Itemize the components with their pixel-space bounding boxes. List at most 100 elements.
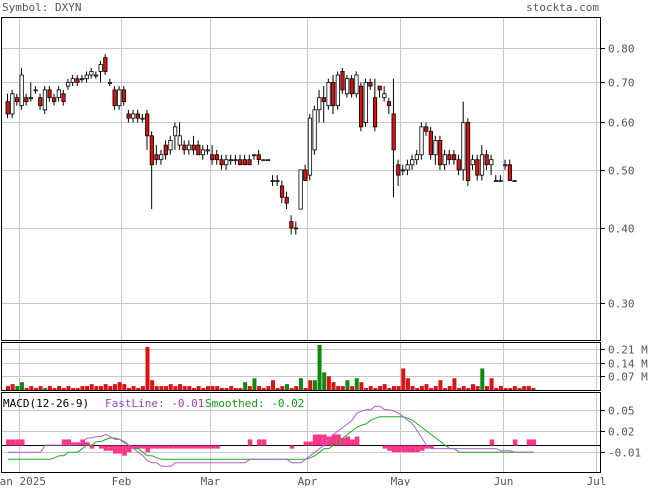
macd-histogram-bar [354, 436, 360, 446]
volume-bar [391, 386, 396, 390]
volume-bar [168, 384, 173, 390]
volume-bar [312, 380, 317, 390]
candle-body [424, 126, 429, 132]
macd-legend-label: MACD(12-26-9) [3, 397, 89, 410]
candle-body [475, 159, 480, 176]
volume-bar [38, 386, 43, 390]
candle-body [177, 135, 182, 146]
macd-histogram-bar [429, 445, 434, 449]
macd-histogram-bar [145, 445, 151, 453]
macd-histogram-bar [80, 439, 85, 446]
volume-bar [471, 384, 475, 390]
volume-bar [326, 376, 331, 390]
volume-bar [438, 380, 443, 390]
macd-histogram-bar [303, 441, 309, 446]
price-tick-label: 0.40 [608, 223, 635, 236]
price-panel-frame [1, 17, 601, 341]
candle-body [410, 159, 415, 166]
macd-histogram-bar [154, 445, 160, 449]
macd-histogram-bar [336, 434, 341, 446]
candle-body [80, 78, 85, 81]
macd-histogram-bar [331, 434, 337, 446]
macd-histogram-bar [257, 439, 262, 446]
x-tick-label: Feb [112, 475, 132, 486]
candle-body [377, 85, 382, 91]
macd-histogram-bar [103, 445, 109, 451]
candle-body [265, 159, 271, 162]
volume-bar [247, 386, 252, 390]
volume-bar [150, 380, 155, 390]
candle-body [386, 101, 392, 107]
candle-body [191, 144, 196, 151]
volume-bar [415, 388, 420, 390]
volume-tick-label: 0.21 M [608, 344, 648, 357]
candle-body [447, 154, 452, 161]
volume-bar [466, 388, 471, 390]
volume-bar [475, 386, 480, 390]
candle-body [117, 89, 122, 107]
volume-bar [229, 386, 234, 390]
candle-body [159, 154, 164, 161]
volume-bar [243, 382, 248, 390]
candle-body [75, 78, 80, 83]
candle-body [66, 81, 71, 87]
macd-histogram-bar [201, 445, 206, 449]
candle-body [428, 130, 433, 156]
candle-body [465, 122, 471, 181]
candle-body [163, 144, 168, 156]
candle-body [135, 113, 140, 119]
macd-histogram-bar [6, 439, 11, 446]
volume-bar [85, 386, 90, 390]
volume-bar [238, 388, 243, 390]
volume-bar [489, 378, 494, 390]
candle-body [61, 93, 66, 103]
candle-body [24, 97, 29, 103]
macd-histogram-bar [66, 439, 72, 446]
volume-bar [387, 388, 392, 390]
candle-body [261, 159, 266, 162]
candle-body [210, 154, 215, 161]
macd-histogram-bar [512, 439, 518, 446]
volume-bar [280, 386, 285, 390]
volume-bar [201, 388, 206, 390]
volume-bar [359, 382, 364, 390]
macd-tick-label: -0.01 [608, 447, 641, 460]
candle-body [405, 164, 410, 171]
volume-bar [108, 386, 113, 390]
volume-bar [452, 378, 457, 390]
candle-body [340, 71, 345, 91]
candle-body [372, 97, 378, 128]
candle-body [145, 113, 150, 137]
candle-body [19, 74, 24, 107]
macd-layer [1, 405, 600, 467]
x-tick-label: May [391, 475, 411, 486]
candle-body [107, 81, 113, 84]
volume-bar [233, 388, 238, 390]
price-tick-label: 0.50 [608, 165, 635, 178]
macd-histogram-bar [182, 445, 188, 449]
volume-bar [126, 388, 131, 390]
volume-bar [257, 386, 262, 390]
candle-body [303, 169, 308, 181]
volume-bar [303, 388, 308, 390]
macd-histogram-bar [159, 445, 165, 449]
macd-histogram-bar [350, 439, 355, 446]
volume-bar [261, 388, 266, 390]
volume-bar [512, 386, 517, 390]
candle-body [38, 97, 43, 107]
volume-bar [419, 386, 424, 390]
macd-histogram-bar [326, 436, 332, 446]
macd-histogram-bar [75, 442, 81, 446]
candle-body [47, 89, 52, 99]
macd-histogram-bar [192, 445, 197, 449]
candle-body [103, 57, 108, 72]
macd-histogram-bar [196, 445, 202, 449]
x-tick-label: Jul [587, 475, 607, 486]
candle-body [419, 126, 424, 156]
volume-bar [154, 386, 159, 390]
x-tick-label: Mar [201, 475, 221, 486]
candle-body [270, 180, 275, 182]
candle-body [498, 180, 503, 182]
site-label[interactable]: stockta.com [526, 1, 599, 14]
volume-bar [331, 382, 336, 390]
